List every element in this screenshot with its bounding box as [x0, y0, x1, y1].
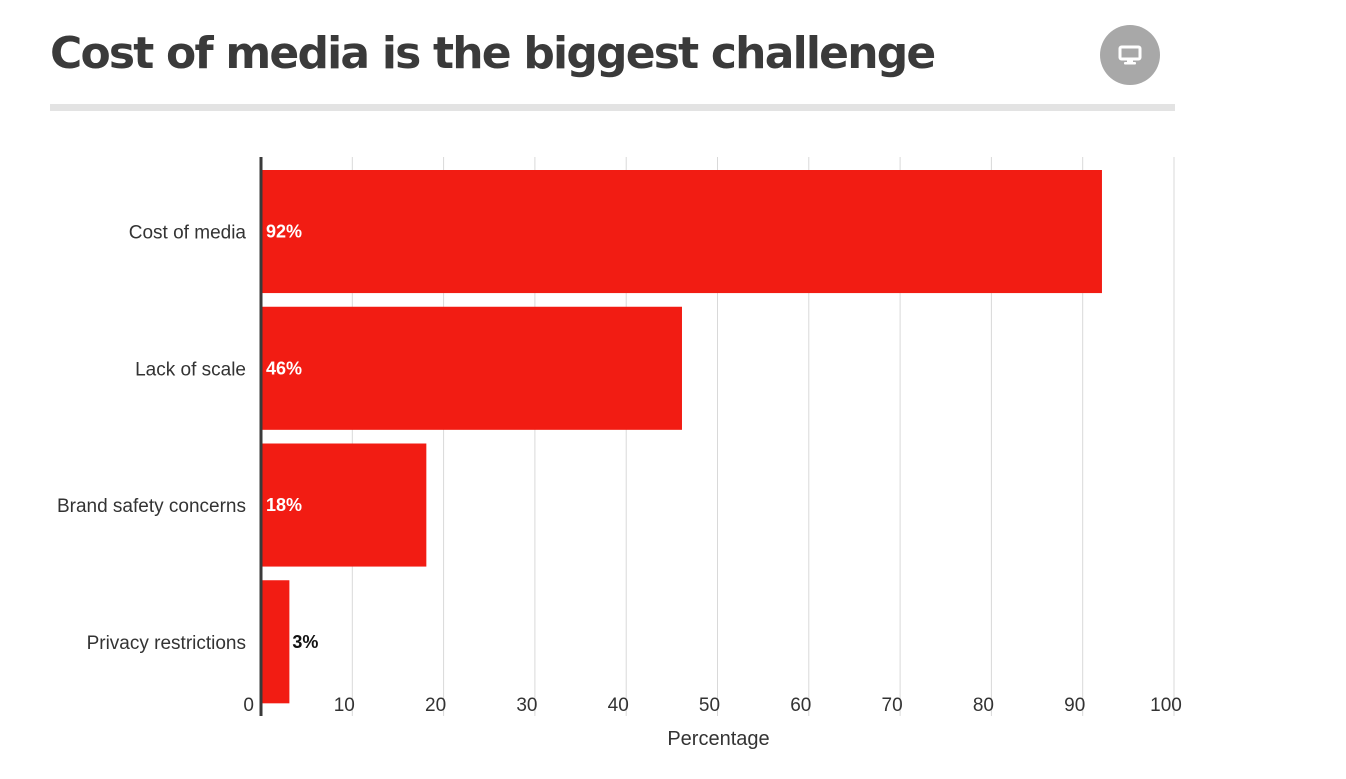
bar: [262, 580, 290, 704]
value-label: 46%: [266, 358, 302, 378]
x-tick-label: 70: [882, 695, 903, 716]
monitor-icon: [1118, 45, 1142, 65]
x-tick-label: 30: [516, 695, 537, 716]
x-tick-label: 100: [1150, 695, 1182, 716]
value-labels: 92% 46% 18% 3%: [266, 222, 318, 652]
bar: [262, 170, 1102, 294]
x-axis-title: Percentage: [667, 728, 769, 750]
x-tick-label: 0: [243, 695, 254, 716]
bar: [262, 306, 682, 430]
x-tick-label: 80: [973, 695, 994, 716]
category-label: Cost of media: [129, 223, 247, 244]
value-label: 92%: [266, 222, 302, 242]
category-label: Privacy restrictions: [87, 633, 246, 654]
x-tick-label: 90: [1064, 695, 1085, 716]
x-tick-label: 50: [699, 695, 720, 716]
category-labels: Cost of media Lack of scale Brand safety c…: [57, 223, 246, 654]
x-tick-label: 20: [425, 695, 446, 716]
value-label: 3%: [292, 632, 318, 652]
x-tick-label: 10: [334, 695, 355, 716]
value-label: 18%: [266, 495, 302, 515]
bars: [262, 170, 1102, 704]
category-label: Lack of scale: [135, 359, 246, 380]
x-tick-label: 40: [608, 695, 629, 716]
title-divider: [50, 104, 1175, 111]
page-title: Cost of media is the biggest challenge: [50, 28, 936, 79]
x-tick-labels: 0 10 20 30 40 50 60 70 80 90 100: [243, 695, 1181, 716]
x-tick-label: 60: [790, 695, 811, 716]
bar: [262, 443, 427, 567]
category-label: Brand safety concerns: [57, 496, 246, 517]
display-mode-button[interactable]: [1100, 25, 1160, 85]
